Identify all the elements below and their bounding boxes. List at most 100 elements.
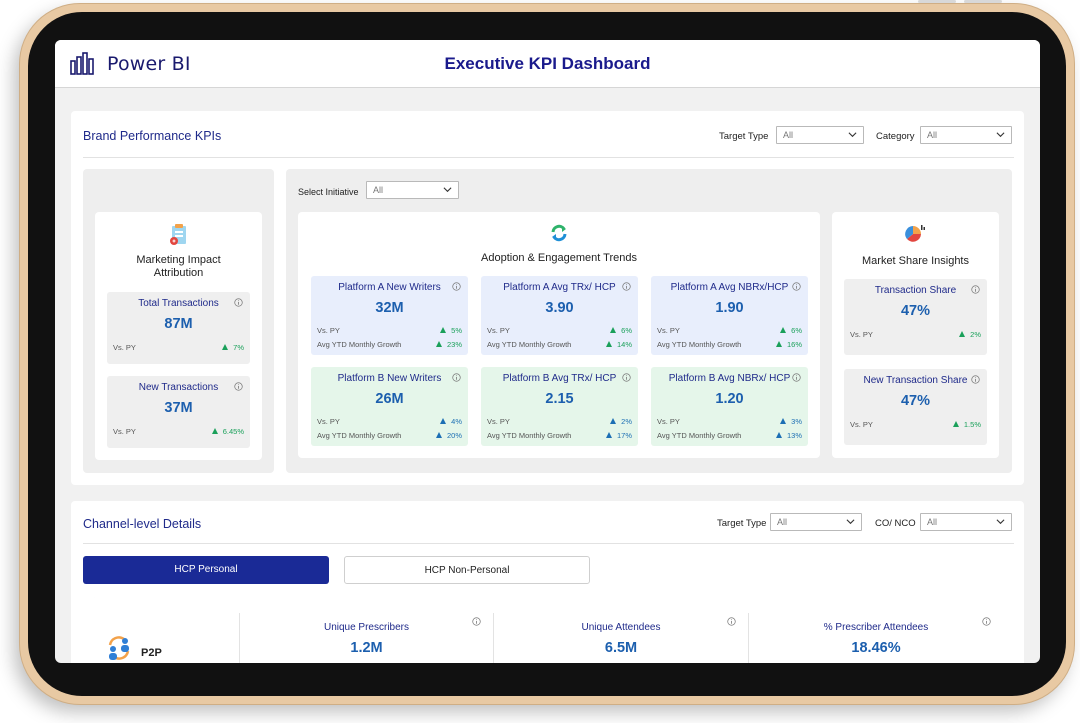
vs-py-label: Vs. PY <box>850 420 873 429</box>
attribution-title: Marketing Impact Attribution <box>95 254 262 280</box>
dropdown-value: All <box>927 130 938 140</box>
trend-up-icon <box>435 432 442 438</box>
market-share-card: Market Share Insights Transaction Share … <box>832 212 999 458</box>
kpi-title: Platform B New Writers <box>337 373 442 384</box>
vs-py-label: Vs. PY <box>487 326 510 335</box>
vs-py-value: 2% <box>959 330 981 339</box>
kpi-title: Platform A Avg TRx/ HCP <box>503 282 616 293</box>
p2p-row: P2P Unique Prescribers 1.2M Unique Atten… <box>92 597 1003 663</box>
vs-py-value: 6% <box>610 326 632 335</box>
growth-value: 23% <box>435 340 462 349</box>
metric-prescriber-attendees[interactable]: % Prescriber Attendees 18.46% <box>749 597 1003 663</box>
growth-row: Avg YTD Monthly Growth 23% <box>317 340 462 349</box>
vs-py-value: 6% <box>780 326 802 335</box>
kpi-value: 32M <box>375 300 404 316</box>
trend-up-icon <box>605 432 612 438</box>
vs-py-value: 3% <box>780 417 802 426</box>
initiative-dropdown[interactable]: All <box>366 181 459 199</box>
dashboard-title: Executive KPI Dashboard <box>444 54 651 73</box>
vs-py-number: 6.45% <box>222 427 244 436</box>
vs-py-number: 6% <box>791 326 802 335</box>
kpi-card[interactable]: Platform B Avg TRx/ HCP 2.15 Vs. PY 2% Av… <box>481 367 638 446</box>
growth-value: 17% <box>605 431 632 440</box>
info-icon[interactable] <box>982 617 991 626</box>
hardware-button <box>918 0 956 3</box>
metric-value: 1.2M <box>350 640 383 656</box>
vs-py-number: 6% <box>621 326 632 335</box>
metric-unique-attendees[interactable]: Unique Attendees 6.5M <box>494 597 748 663</box>
trend-up-icon <box>952 421 959 427</box>
market-share-title: Market Share Insights <box>862 255 969 267</box>
adoption-card: Adoption & Engagement Trends Platform A … <box>298 212 820 458</box>
vs-py-row: Vs. PY 6% <box>487 326 632 335</box>
metric-title: Unique Prescribers <box>323 622 410 633</box>
category-dropdown[interactable]: All <box>920 126 1012 144</box>
vs-py-row: Vs. PY 5% <box>317 326 462 335</box>
growth-label: Avg YTD Monthly Growth <box>317 431 402 440</box>
channel-row-label: P2P <box>141 647 162 659</box>
kpi-card[interactable]: Total Transactions 87M Vs. PY 7% <box>107 292 250 364</box>
vs-py-number: 5% <box>451 326 462 335</box>
attribution-panel: Marketing Impact Attribution Total Trans… <box>83 169 274 473</box>
kpi-value: 87M <box>164 316 193 332</box>
vs-py-row: Vs. PY 1.5% <box>850 420 981 429</box>
kpi-title: Total Transactions <box>138 298 219 309</box>
vs-py-value: 2% <box>610 417 632 426</box>
info-icon[interactable] <box>452 282 461 291</box>
vs-py-row: Vs. PY 2% <box>487 417 632 426</box>
target-type-dropdown[interactable]: All <box>770 513 862 531</box>
kpi-title: Platform B Avg NBRx/ HCP <box>668 373 791 384</box>
trend-up-icon <box>440 418 447 424</box>
kpi-title: New Transaction Share <box>863 375 968 386</box>
category-label: Category <box>876 131 915 142</box>
trend-up-icon <box>959 331 966 337</box>
trend-up-icon <box>435 341 442 347</box>
tab-hcp-non-personal[interactable]: HCP Non-Personal <box>344 556 590 584</box>
trend-up-icon <box>775 432 782 438</box>
info-icon[interactable] <box>452 373 461 382</box>
chevron-down-icon <box>846 519 855 525</box>
kpi-card[interactable]: Platform A New Writers 32M Vs. PY 5% Avg … <box>311 276 468 355</box>
kpi-card[interactable]: New Transactions 37M Vs. PY 6.45% <box>107 376 250 448</box>
initiative-panel: Select Initiative All Adoption & Engagem… <box>286 169 1012 473</box>
info-icon[interactable] <box>971 285 980 294</box>
info-icon[interactable] <box>234 382 243 391</box>
growth-row: Avg YTD Monthly Growth 17% <box>487 431 632 440</box>
vs-py-row: Vs. PY 4% <box>317 417 462 426</box>
chevron-down-icon <box>996 519 1005 525</box>
dropdown-value: All <box>783 130 794 140</box>
power-bi-logo: Power BI <box>69 52 191 76</box>
info-icon[interactable] <box>727 617 736 626</box>
trend-up-icon <box>605 341 612 347</box>
kpi-card[interactable]: Transaction Share 47% Vs. PY 2% <box>844 279 987 355</box>
info-icon[interactable] <box>234 298 243 307</box>
info-icon[interactable] <box>622 373 631 382</box>
growth-label: Avg YTD Monthly Growth <box>657 431 742 440</box>
metric-unique-prescribers[interactable]: Unique Prescribers 1.2M <box>240 597 493 663</box>
metric-value: 6.5M <box>604 640 638 656</box>
kpi-card[interactable]: New Transaction Share 47% Vs. PY 1.5% <box>844 369 987 445</box>
info-icon[interactable] <box>472 617 481 626</box>
kpi-card[interactable]: Platform B Avg NBRx/ HCP 1.20 Vs. PY 3% A… <box>651 367 808 446</box>
kpi-value: 3.90 <box>545 300 574 316</box>
growth-number: 14% <box>616 340 632 349</box>
info-icon[interactable] <box>971 375 980 384</box>
kpi-card[interactable]: Platform A Avg TRx/ HCP 3.90 Vs. PY 6% Av… <box>481 276 638 355</box>
refresh-cycle-icon <box>551 224 567 242</box>
vs-py-row: Vs. PY 6% <box>657 326 802 335</box>
trend-up-icon <box>211 428 218 434</box>
tab-hcp-personal[interactable]: HCP Personal <box>83 556 329 584</box>
info-icon[interactable] <box>792 282 801 291</box>
co-nco-dropdown[interactable]: All <box>920 513 1012 531</box>
growth-number: 17% <box>616 431 632 440</box>
vs-py-row: Vs. PY 6.45% <box>113 427 244 436</box>
growth-row: Avg YTD Monthly Growth 20% <box>317 431 462 440</box>
growth-value: 16% <box>775 340 802 349</box>
kpi-card[interactable]: Platform A Avg NBRx/HCP 1.90 Vs. PY 6% Av… <box>651 276 808 355</box>
growth-value: 13% <box>775 431 802 440</box>
target-type-dropdown[interactable]: All <box>776 126 864 144</box>
growth-number: 13% <box>786 431 802 440</box>
info-icon[interactable] <box>792 373 801 382</box>
info-icon[interactable] <box>622 282 631 291</box>
kpi-card[interactable]: Platform B New Writers 26M Vs. PY 4% Avg … <box>311 367 468 446</box>
